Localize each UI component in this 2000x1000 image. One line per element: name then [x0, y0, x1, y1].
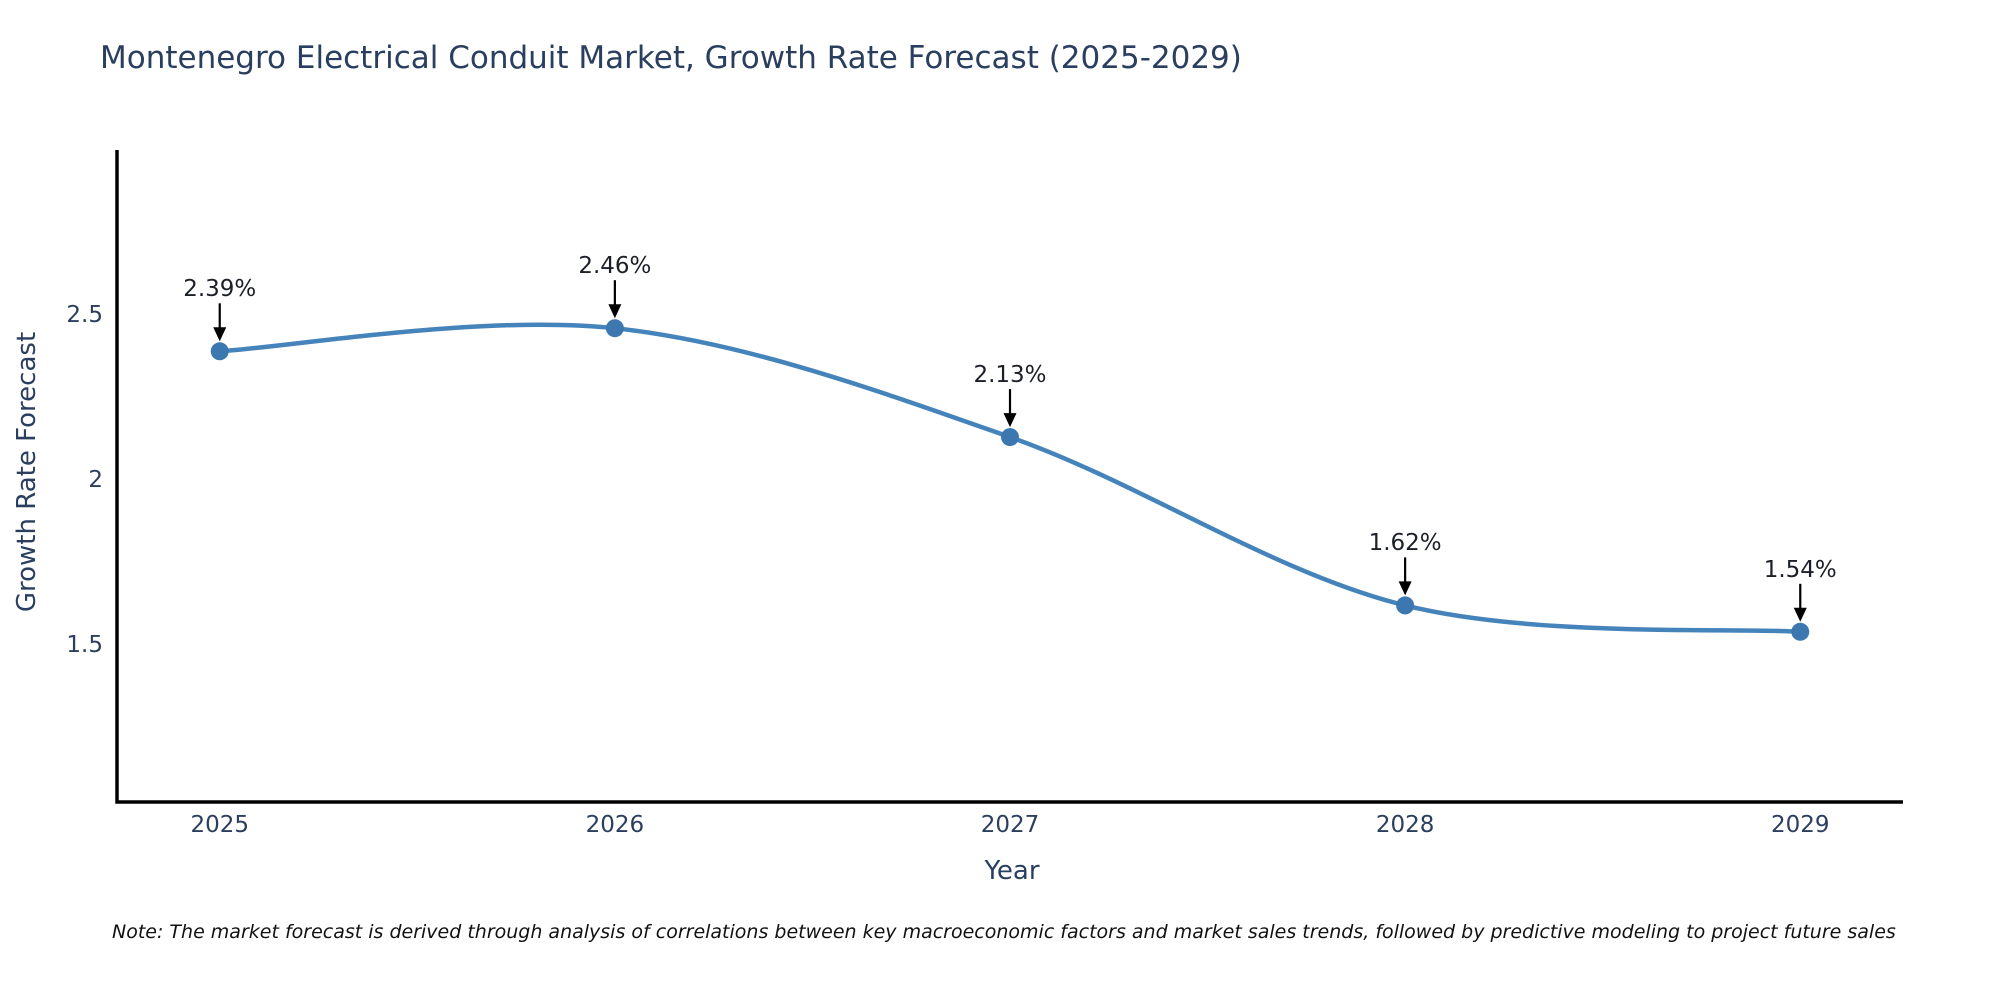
x-tick-label: 2026: [585, 812, 645, 838]
y-tick-label: 1.5: [66, 632, 103, 658]
x-tick-label: 2025: [190, 812, 250, 838]
x-tick-label: 2028: [1375, 812, 1435, 838]
annotation-arrowhead: [213, 327, 227, 342]
x-tick-label: 2027: [980, 812, 1040, 838]
data-point-marker: [1791, 622, 1810, 641]
point-annotation: 2.39%: [183, 276, 257, 303]
axis-lines: [115, 150, 1903, 804]
annotation-arrowhead: [1398, 581, 1412, 596]
point-annotation: 2.13%: [973, 362, 1047, 389]
annotation-arrowhead: [1003, 413, 1017, 428]
point-annotation: 2.46%: [578, 253, 652, 280]
data-point-marker: [210, 342, 229, 361]
y-tick-label: 2.5: [66, 302, 103, 328]
x-tick-label: 2029: [1770, 812, 1830, 838]
footnote: Note: The market forecast is derived thr…: [112, 921, 1896, 943]
y-tick-label: 2: [88, 467, 103, 493]
point-annotation: 1.62%: [1368, 530, 1442, 557]
data-point-marker: [1396, 596, 1415, 615]
point-annotation: 1.54%: [1763, 556, 1837, 583]
data-point-marker: [1001, 428, 1019, 447]
annotation-arrowhead: [608, 304, 622, 319]
annotation-arrowhead: [1793, 607, 1807, 622]
data-point-marker: [605, 319, 624, 338]
x-axis-title: Year: [984, 856, 1040, 886]
chart-title: Montenegro Electrical Conduit Market, Gr…: [100, 40, 1242, 76]
